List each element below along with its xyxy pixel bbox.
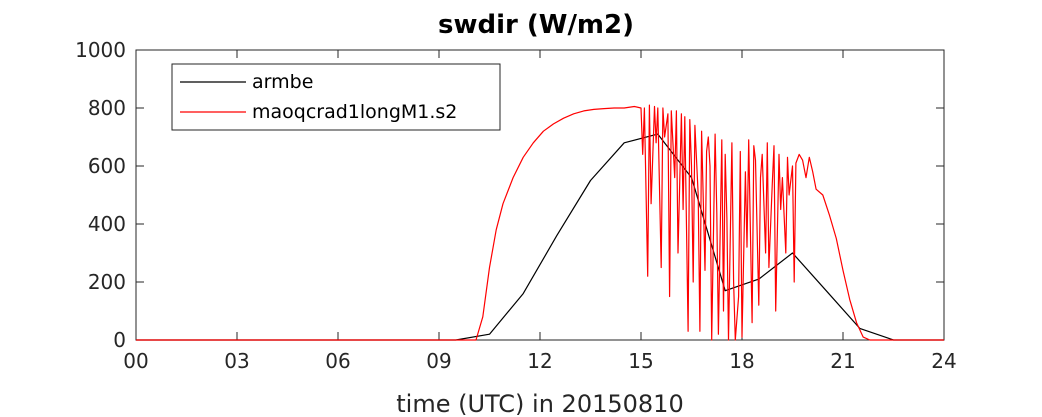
- x-tick-label: 03: [224, 349, 249, 373]
- legend: armbe maoqcrad1longM1.s2: [171, 63, 501, 131]
- y-tick-label: 400: [88, 212, 126, 236]
- x-tick-label: 09: [426, 349, 451, 373]
- y-tick-label: 1000: [75, 38, 126, 62]
- x-tick-label: 15: [628, 349, 653, 373]
- series-line-armbe: [136, 133, 944, 341]
- x-tick-label: 24: [931, 349, 956, 373]
- x-tick-label: 06: [325, 349, 350, 373]
- axis-tick-labels: 00 03 06 09 12 15 18 21 24 0 200 400 600 800 1000: [75, 38, 957, 373]
- x-tick-label: 21: [830, 349, 855, 373]
- chart-title: swdir (W/m2): [438, 10, 634, 40]
- x-tick-label: 00: [123, 349, 148, 373]
- series-layer: [136, 104, 944, 341]
- legend-label-maoqcrad1longM1: maoqcrad1longM1.s2: [252, 101, 457, 123]
- y-tick-label: 0: [113, 328, 126, 352]
- series-line-maoqcrad1longM1: [136, 104, 944, 341]
- legend-label-armbe: armbe: [252, 71, 313, 93]
- y-tick-label: 800: [88, 96, 126, 120]
- y-tick-label: 600: [88, 154, 126, 178]
- x-tick-label: 18: [729, 349, 754, 373]
- x-axis-label: time (UTC) in 20150810: [396, 390, 683, 417]
- x-tick-label: 12: [527, 349, 552, 373]
- legend-box: [171, 63, 501, 131]
- y-tick-label: 200: [88, 270, 126, 294]
